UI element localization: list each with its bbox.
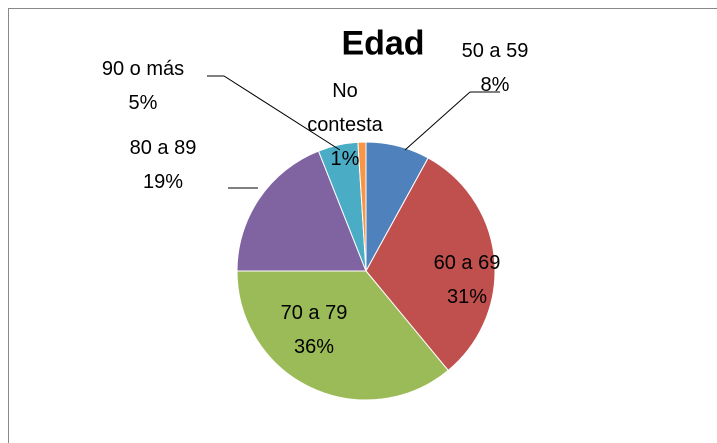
data-label: 70 a 79 36% xyxy=(281,296,348,364)
value-label: 5% xyxy=(128,92,158,114)
category-label: 50 a 59 xyxy=(461,40,529,62)
data-label: 80 a 89 19% xyxy=(130,131,197,199)
pie-slice xyxy=(357,141,367,272)
category-label: No contesta xyxy=(307,80,383,136)
frame xyxy=(8,8,717,443)
category-label: 60 a 69 xyxy=(433,252,501,274)
leader-line xyxy=(207,75,341,151)
chart-title: Edad xyxy=(341,24,425,63)
leader-line xyxy=(404,91,471,151)
category-label: 80 a 89 xyxy=(129,137,197,159)
pie-slice xyxy=(236,270,449,401)
value-label: 8% xyxy=(480,74,510,96)
pie-slice xyxy=(365,157,496,372)
data-label: No contesta 1% xyxy=(300,74,390,176)
value-label: 31% xyxy=(446,286,488,308)
value-label: 1% xyxy=(330,148,360,170)
value-label: 19% xyxy=(142,171,184,193)
category-label: 90 o más xyxy=(101,58,185,80)
pie-slice xyxy=(236,150,367,272)
data-label: 50 a 59 8% xyxy=(462,34,529,102)
value-label: 36% xyxy=(293,336,335,358)
category-label: 70 a 79 xyxy=(280,302,348,324)
data-label: 60 a 69 31% xyxy=(434,246,501,314)
data-label: 90 o más 5% xyxy=(102,52,184,120)
